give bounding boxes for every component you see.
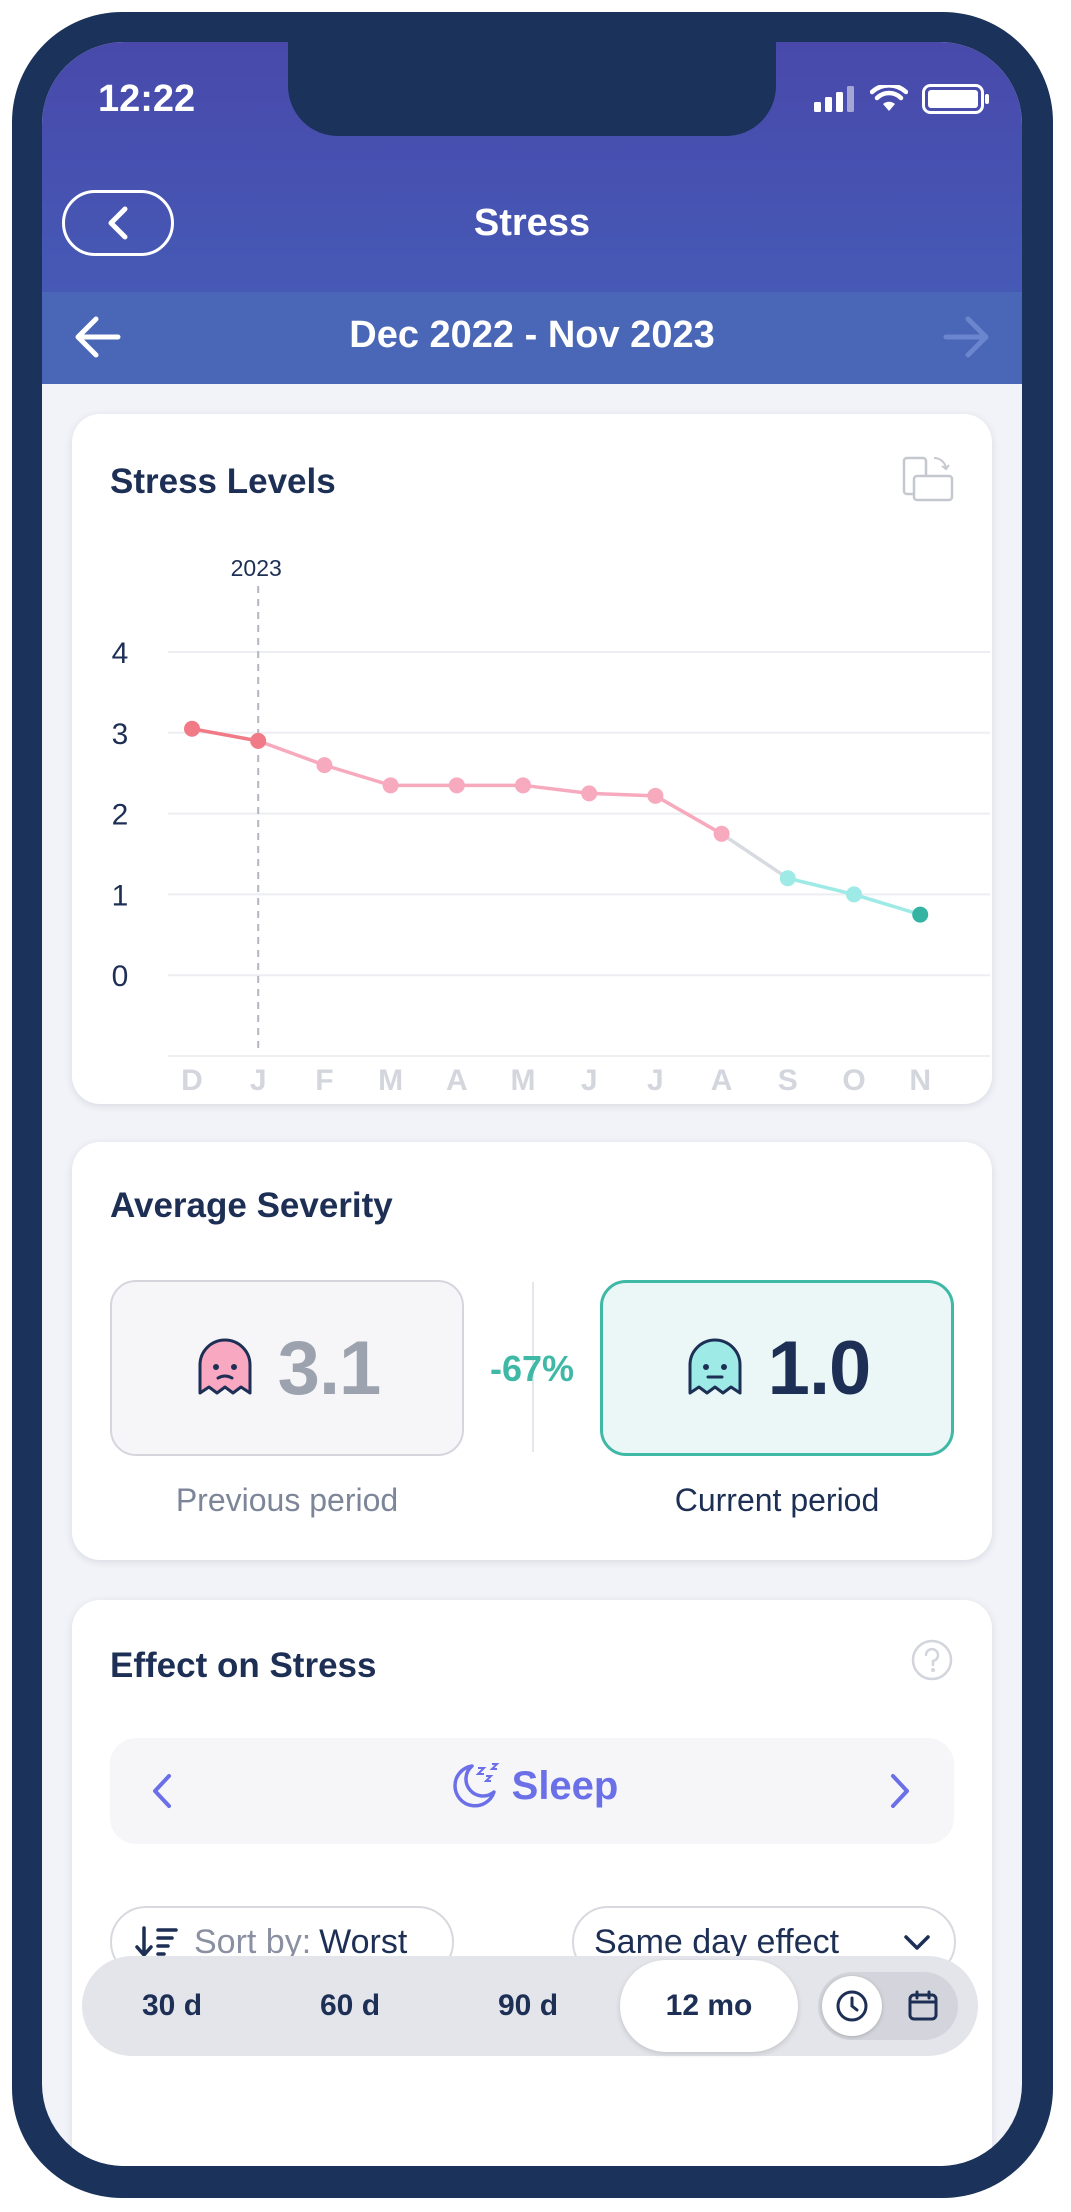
data-point (382, 777, 399, 794)
y-tick-label: 1 (112, 879, 129, 912)
stress-levels-card: Stress Levels 4 3 2 1 0 2023 D J F M A M J J A S O N (72, 414, 992, 1104)
series-line-segment (322, 763, 393, 788)
back-button[interactable] (62, 190, 174, 256)
x-tick-label: M (511, 1064, 536, 1097)
x-tick-label: J (250, 1064, 267, 1097)
y-tick-label: 2 (112, 799, 129, 832)
effect-title: Effect on Stress (110, 1646, 377, 1685)
data-point (184, 720, 200, 737)
clock-icon (836, 1990, 868, 2022)
period-selected-highlight (620, 1960, 798, 2052)
year-marker-label: 2023 (231, 555, 282, 581)
previous-period-box: 3.1 (110, 1280, 464, 1456)
y-tick-label: 0 (112, 960, 129, 993)
ghost-pink-icon (198, 1338, 252, 1395)
chevron-down-icon (904, 1935, 930, 1950)
period-selector: 30 d 60 d 90 d 12 mo (82, 1956, 978, 2056)
data-point (647, 787, 664, 804)
effect-dropdown-value: Same day effect (594, 1922, 840, 1961)
x-tick-label: N (909, 1064, 931, 1097)
period-30d-button[interactable]: 30 d (141, 1989, 203, 2022)
chevron-left-icon (108, 206, 128, 240)
data-point (448, 777, 465, 794)
data-point (713, 825, 730, 842)
data-point (846, 886, 862, 903)
data-point (581, 785, 598, 802)
stress-levels-title: Stress Levels (110, 462, 336, 501)
current-period-label: Current period (674, 1482, 880, 1518)
app-screen: 12:22 Stress (42, 42, 1022, 2166)
arrow-left-icon[interactable] (72, 314, 122, 360)
stress-line-chart: 4 3 2 1 0 2023 D J F M A M J J A S O N (112, 555, 990, 1097)
x-tick-label: J (581, 1064, 598, 1097)
data-point (250, 732, 267, 749)
factor-label: Sleep (511, 1763, 619, 1808)
current-period-box: 1.0 (600, 1280, 954, 1456)
data-point (316, 757, 333, 774)
sort-descending-icon (135, 1926, 178, 1957)
sort-value: Worst (319, 1922, 408, 1961)
period-90d-button[interactable]: 90 d (497, 1989, 559, 2022)
average-severity-card: Average Severity 3.1 -67% 1.0 Previous p… (72, 1142, 992, 1560)
x-tick-label: A (446, 1064, 468, 1097)
ghost-teal-icon (688, 1338, 742, 1395)
effect-on-stress-card: Effect on Stress Sleep (72, 1600, 992, 2166)
y-tick-label: 4 (112, 637, 129, 670)
wifi-icon (870, 85, 908, 111)
date-range-label: Dec 2022 - Nov 2023 (349, 314, 715, 356)
period-12mo-button[interactable]: 12 mo (665, 1989, 753, 2022)
current-severity-value: 1.0 (767, 1325, 872, 1411)
x-tick-label: F (315, 1064, 333, 1097)
chevron-right-icon[interactable] (888, 1772, 912, 1810)
data-point (779, 870, 796, 887)
help-icon[interactable] (910, 1638, 954, 1682)
factor-selector: Sleep (110, 1738, 954, 1844)
signal-icon (814, 86, 854, 112)
series-line-segment (587, 791, 658, 798)
severity-divider (532, 1282, 534, 1452)
calendar-icon (908, 1990, 938, 2021)
data-point (515, 777, 531, 794)
series-line-segment (786, 876, 856, 897)
average-severity-title: Average Severity (110, 1186, 393, 1225)
sort-prefix: Sort by: (194, 1922, 312, 1961)
x-tick-label: D (181, 1064, 203, 1097)
sleep-moon-icon (452, 1763, 500, 1808)
previous-severity-value: 3.1 (277, 1325, 382, 1411)
x-tick-label: M (378, 1064, 403, 1097)
battery-icon (922, 84, 989, 114)
x-tick-label: S (778, 1064, 798, 1097)
device-notch (288, 42, 776, 136)
y-tick-label: 3 (112, 718, 129, 751)
x-tick-label: O (842, 1064, 865, 1097)
data-point (912, 906, 929, 923)
page-title: Stress (473, 202, 591, 244)
arrow-right-icon (943, 316, 989, 358)
series-line-segment (719, 832, 790, 880)
x-tick-label: J (647, 1064, 664, 1097)
series-line-segment (521, 783, 591, 796)
previous-period-label: Previous period (175, 1482, 399, 1518)
severity-change: -67% (489, 1348, 575, 1389)
view-mode-toggle[interactable] (818, 1972, 958, 2040)
status-icons (814, 84, 990, 114)
factor-center: Sleep (110, 1758, 954, 1814)
series-line-segment (190, 727, 260, 743)
chevron-left-icon[interactable] (150, 1772, 174, 1810)
series-line-segment (653, 794, 724, 836)
status-time: 12:22 (98, 78, 196, 120)
period-60d-button[interactable]: 60 d (319, 1989, 381, 2022)
series-line-segment (852, 892, 922, 917)
series-line-segment (256, 739, 327, 767)
device-rotate-icon[interactable] (900, 454, 956, 506)
x-tick-label: A (711, 1064, 733, 1097)
date-range-bar: Dec 2022 - Nov 2023 (42, 292, 1022, 384)
app-header: 12:22 Stress (42, 42, 1022, 292)
